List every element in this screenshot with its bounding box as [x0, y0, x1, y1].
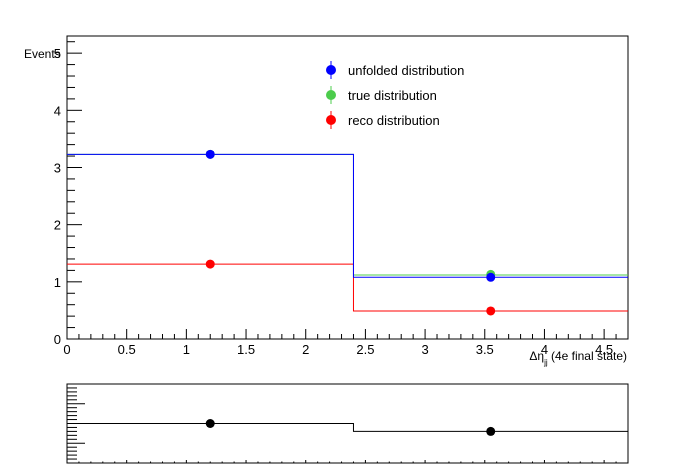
- x-tick-label: 0.5: [118, 342, 136, 357]
- data-point: [205, 149, 215, 159]
- legend-label: unfolded distribution: [348, 63, 464, 78]
- series-step-0: [67, 153, 628, 278]
- data-point: [205, 259, 215, 269]
- x-tick-label: 4: [541, 342, 548, 357]
- y-tick-label: 5: [54, 46, 61, 61]
- data-point: [486, 272, 496, 282]
- x-tick-label: 0: [63, 342, 70, 357]
- legend-marker: [326, 90, 336, 100]
- x-tick-label: 1.5: [237, 342, 255, 357]
- y-axis-title: Events: [24, 47, 61, 61]
- ratio-point: [486, 426, 496, 436]
- y-tick-label: 4: [54, 103, 61, 118]
- plot-frame: [66, 35, 629, 340]
- x-tick-label: 2: [302, 342, 309, 357]
- ratio-plot: [66, 383, 629, 464]
- legend-label: reco distribution: [348, 113, 440, 128]
- x-tick-label: 3: [421, 342, 428, 357]
- legend-marker: [326, 65, 336, 75]
- x-axis-title: Δηjj (4e final state): [529, 349, 627, 367]
- legend-marker: [326, 115, 336, 125]
- data-point: [486, 306, 496, 316]
- x-tick-label: 2.5: [356, 342, 374, 357]
- x-tick-label: 1: [183, 342, 190, 357]
- y-tick-label: 2: [54, 218, 61, 233]
- y-tick-label: 3: [54, 160, 61, 175]
- x-tick-label: 3.5: [476, 342, 494, 357]
- x-tick-label: 4.5: [595, 342, 613, 357]
- series-step-2: [67, 263, 628, 312]
- y-tick-label: 0: [54, 332, 61, 347]
- ratio-step: [67, 423, 628, 432]
- legend-label: true distribution: [348, 88, 437, 103]
- series-step-1: [67, 153, 628, 276]
- ratio-point: [205, 419, 215, 428]
- y-tick-label: 1: [54, 275, 61, 290]
